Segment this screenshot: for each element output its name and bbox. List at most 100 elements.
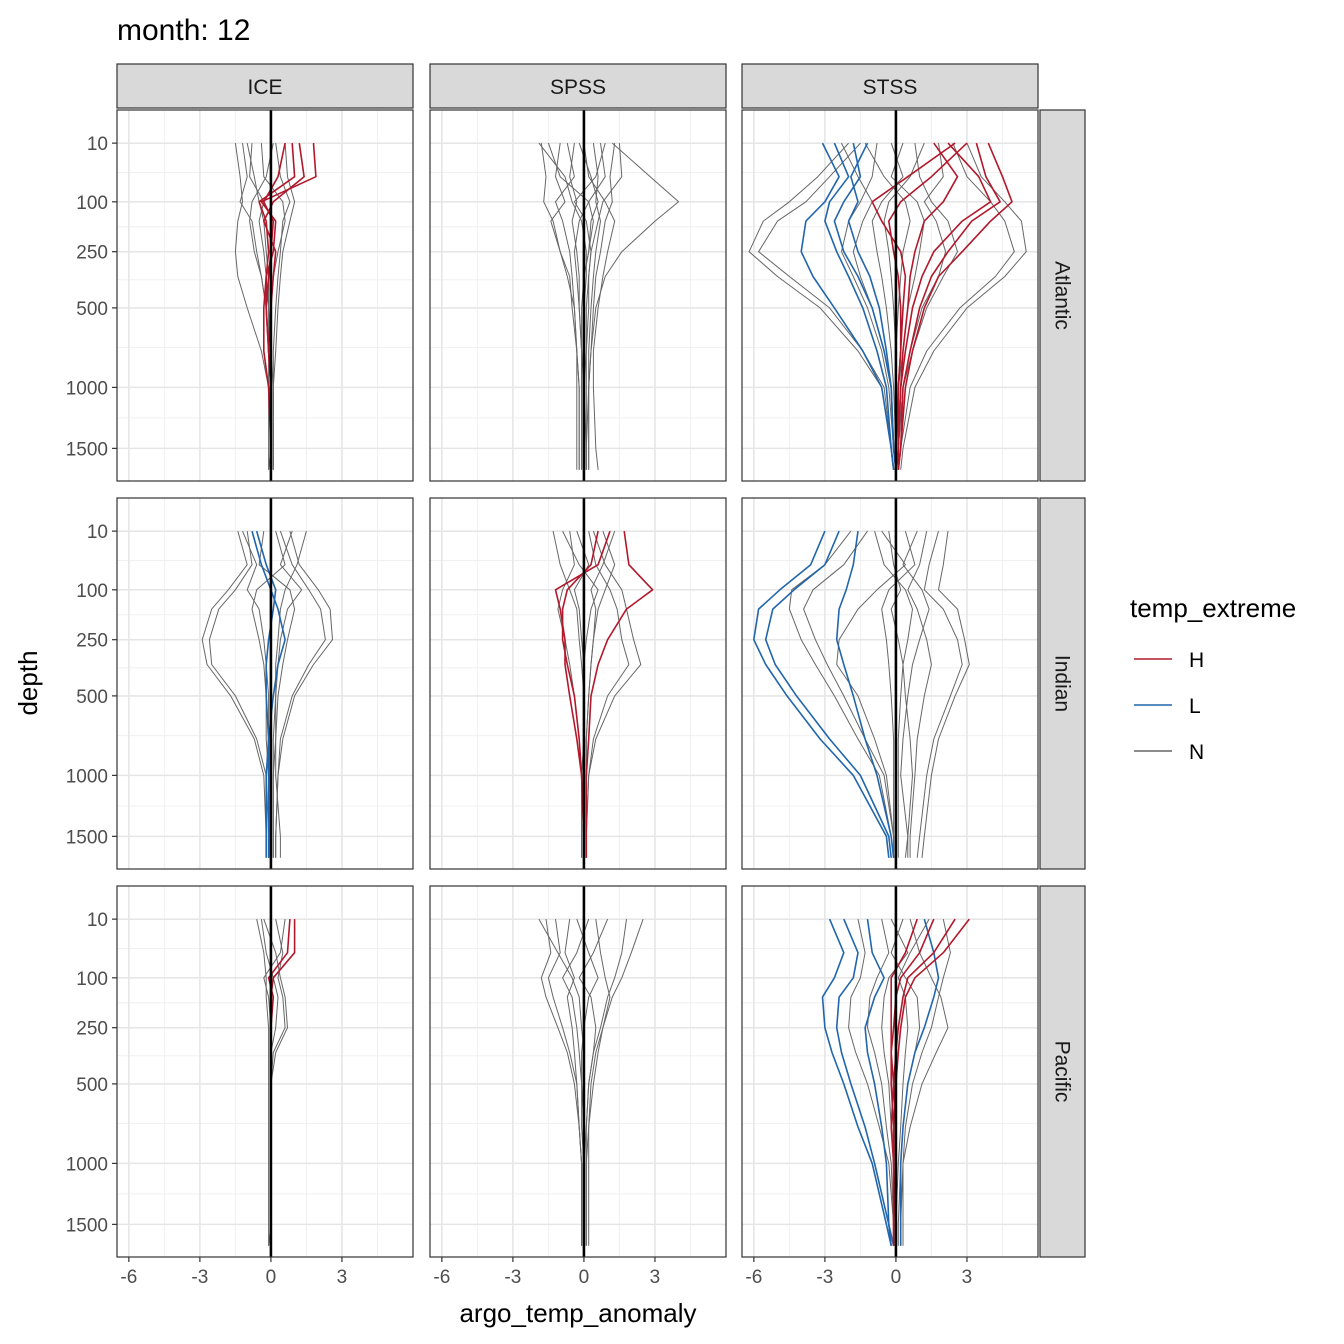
x-tick-label: 3 xyxy=(650,1267,661,1288)
profile-line-L xyxy=(864,918,892,1246)
y-tick-label: 500 xyxy=(76,687,108,708)
legend: temp_extreme HLN xyxy=(1130,593,1296,764)
profile-line-N xyxy=(841,143,897,470)
y-tick-label: 100 xyxy=(76,969,108,990)
profile-line-L xyxy=(251,530,286,858)
y-tick-label: 250 xyxy=(76,1019,108,1040)
y-tick-label: 250 xyxy=(76,243,108,264)
profile-line-L xyxy=(835,918,895,1246)
facet-strip-bg xyxy=(1039,885,1086,1258)
panel-border xyxy=(116,885,414,1258)
profile-line-N xyxy=(588,143,616,470)
x-tick-label: -3 xyxy=(191,1267,208,1288)
x-axis: -6 -3 0 3 -6 -3 0 3 -6 -3 0 3 xyxy=(120,1257,972,1288)
profile-line-N xyxy=(900,142,1027,470)
y-tick-label: 10 xyxy=(87,522,108,543)
facet-strip-bg xyxy=(429,63,727,109)
legend-label: H xyxy=(1189,649,1204,672)
profile-line-L xyxy=(847,142,897,470)
profile-line-N xyxy=(900,530,930,858)
profile-line-N xyxy=(555,142,578,470)
panel-border xyxy=(741,109,1039,482)
panel-border xyxy=(429,885,727,1258)
profile-line-N xyxy=(585,530,630,858)
profile-line-N xyxy=(788,530,895,858)
y-tick-label: 100 xyxy=(76,193,108,214)
facet-strip-label: ICE xyxy=(247,76,282,99)
legend-item-N: N xyxy=(1134,741,1204,764)
profile-line-N xyxy=(201,530,267,858)
profile-line-N xyxy=(272,143,296,470)
legend-label: L xyxy=(1189,695,1201,718)
x-tick-label: -3 xyxy=(816,1267,833,1288)
x-tick-label: 0 xyxy=(891,1267,902,1288)
profile-line-N xyxy=(588,918,644,1246)
x-tick-label: 3 xyxy=(337,1267,348,1288)
profile-line-N xyxy=(895,918,930,1246)
panel-border xyxy=(429,497,727,870)
y-tick-label: 1000 xyxy=(66,766,108,787)
facet-strip-label: Pacific xyxy=(1051,1041,1074,1103)
profile-line-N xyxy=(758,142,895,470)
profile-line-N xyxy=(897,142,1015,470)
y-tick-label: 1500 xyxy=(66,827,108,848)
profile-line-N xyxy=(803,530,895,858)
profile-line-N xyxy=(907,530,932,858)
x-tick-label: -6 xyxy=(433,1267,450,1288)
panel-indian-stss xyxy=(741,497,1039,870)
facet-strip-bg xyxy=(741,63,1039,109)
y-tick-label: 250 xyxy=(76,631,108,652)
profile-line-N xyxy=(836,530,906,858)
y-tick-label: 10 xyxy=(87,910,108,931)
panel-background xyxy=(742,886,1038,1257)
facet-strip-spss: SPSS xyxy=(429,63,727,109)
facet-strip-ice: ICE xyxy=(116,63,414,109)
profile-line-L xyxy=(800,142,895,470)
legend-label: N xyxy=(1189,741,1204,764)
panel-background xyxy=(430,498,726,869)
facet-strip-label: SPSS xyxy=(550,76,606,99)
panel-indian-ice: 10 100 250 500 1000 1500 xyxy=(66,497,414,870)
panel-pacific-stss xyxy=(741,885,1039,1258)
profile-line-N xyxy=(585,143,601,470)
profile-line-L xyxy=(835,530,895,858)
panel-atlantic-spss xyxy=(429,109,727,482)
profile-line-N xyxy=(564,919,583,1246)
facet-strip-atlantic: Atlantic xyxy=(1039,109,1086,482)
facet-panels: ICE SPSS STSS Atlantic Indian Pacific 10 100 250… xyxy=(66,63,1086,1258)
profile-line-N xyxy=(258,531,296,858)
profile-line-N xyxy=(902,918,951,1246)
x-tick-label: 0 xyxy=(579,1267,590,1288)
profile-line-N xyxy=(900,918,949,1246)
x-tick-label: -3 xyxy=(504,1267,521,1288)
panel-border xyxy=(741,885,1039,1258)
y-axis-label: depth xyxy=(13,650,43,715)
panel-pacific-spss xyxy=(429,885,727,1258)
profile-line-L xyxy=(752,530,890,858)
x-tick-label: -6 xyxy=(120,1267,137,1288)
y-tick-label: 500 xyxy=(76,299,108,320)
facet-strip-stss: STSS xyxy=(741,63,1039,109)
panel-atlantic-ice: 10 100 250 500 1000 1500 xyxy=(66,109,414,482)
y-tick-label: 500 xyxy=(76,1075,108,1096)
profile-line-N xyxy=(585,143,623,470)
profile-line-L xyxy=(764,530,892,858)
x-tick-label: 0 xyxy=(266,1267,277,1288)
y-tick-label: 1000 xyxy=(66,1154,108,1175)
legend-item-L: L xyxy=(1134,695,1201,718)
panel-background xyxy=(742,110,1038,481)
panel-border xyxy=(116,497,414,870)
profile-line-N xyxy=(888,531,913,858)
profile-line-N xyxy=(256,918,270,1246)
profile-line-H xyxy=(897,142,959,470)
x-tick-label: 3 xyxy=(962,1267,973,1288)
profile-line-N xyxy=(921,531,970,858)
y-tick-label: 100 xyxy=(76,581,108,602)
panel-border xyxy=(116,109,414,482)
x-tick-label: -6 xyxy=(745,1267,762,1288)
profile-line-L xyxy=(255,530,277,858)
y-tick-label: 1000 xyxy=(66,378,108,399)
legend-title: temp_extreme xyxy=(1130,593,1296,623)
panel-pacific-ice: 10 100 250 500 1000 1500 xyxy=(66,885,414,1258)
